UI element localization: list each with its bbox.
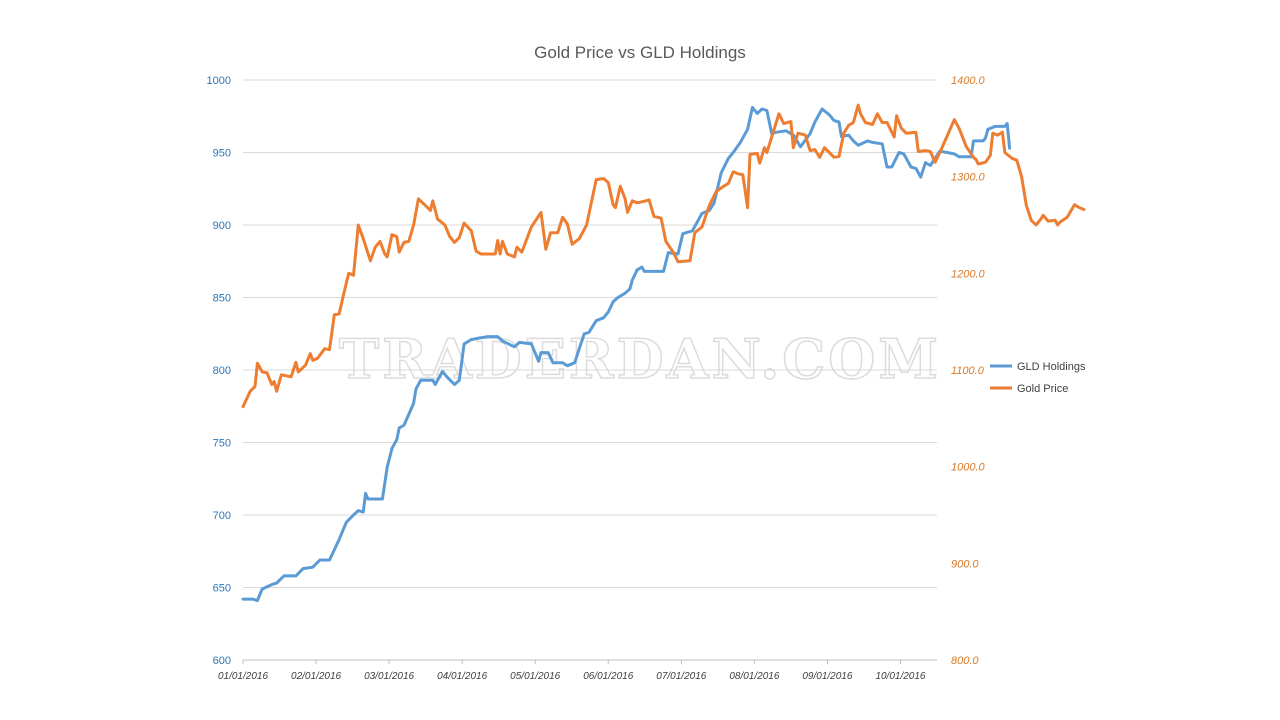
x-tick-label: 06/01/2016 xyxy=(583,671,633,682)
left-tick-label: 800 xyxy=(213,365,231,377)
x-tick-label: 10/01/2016 xyxy=(875,671,925,682)
series-layer xyxy=(241,103,1086,602)
legend: GLD Holdings Gold Price xyxy=(990,361,1086,395)
left-tick-label: 650 xyxy=(213,583,231,595)
x-tick-label: 04/01/2016 xyxy=(437,671,487,682)
left-tick-label: 1000 xyxy=(207,75,231,87)
series-line-gold-price xyxy=(241,103,1086,409)
x-tick-label: 01/01/2016 xyxy=(218,671,268,682)
left-tick-label: 950 xyxy=(213,148,231,160)
x-tick-label: 05/01/2016 xyxy=(510,671,560,682)
gridlines xyxy=(243,79,937,661)
left-tick-label: 700 xyxy=(213,510,231,522)
chart-title: Gold Price vs GLD Holdings xyxy=(534,43,746,62)
right-axis: 800.0 900.0 1000.0 1100.0 1200.0 1300.0 1400.0 xyxy=(951,75,986,667)
legend-label-gld-holdings: GLD Holdings xyxy=(1017,361,1086,373)
left-tick-label: 600 xyxy=(213,655,231,667)
x-tick-label: 03/01/2016 xyxy=(364,671,414,682)
left-tick-label: 750 xyxy=(213,438,231,450)
x-tick-label: 07/01/2016 xyxy=(656,671,706,682)
x-tick-label: 08/01/2016 xyxy=(729,671,779,682)
right-tick-label: 1200.0 xyxy=(951,268,986,280)
x-tick-label: 02/01/2016 xyxy=(291,671,341,682)
left-tick-label: 850 xyxy=(213,293,231,305)
right-tick-label: 800.0 xyxy=(951,655,979,667)
legend-label-gold-price: Gold Price xyxy=(1017,383,1068,395)
left-tick-label: 900 xyxy=(213,220,231,232)
x-axis: 01/01/2016 02/01/2016 03/01/2016 04/01/2016… xyxy=(218,660,926,682)
right-tick-label: 1000.0 xyxy=(951,462,986,474)
right-tick-label: 1300.0 xyxy=(951,172,986,184)
right-tick-label: 1400.0 xyxy=(951,75,986,87)
right-tick-label: 900.0 xyxy=(951,558,979,570)
left-axis: 600 650 700 750 800 850 900 950 1000 xyxy=(207,75,231,667)
series-line-gld-holdings xyxy=(241,106,1012,602)
x-tick-label: 09/01/2016 xyxy=(802,671,852,682)
right-tick-label: 1100.0 xyxy=(951,365,985,377)
